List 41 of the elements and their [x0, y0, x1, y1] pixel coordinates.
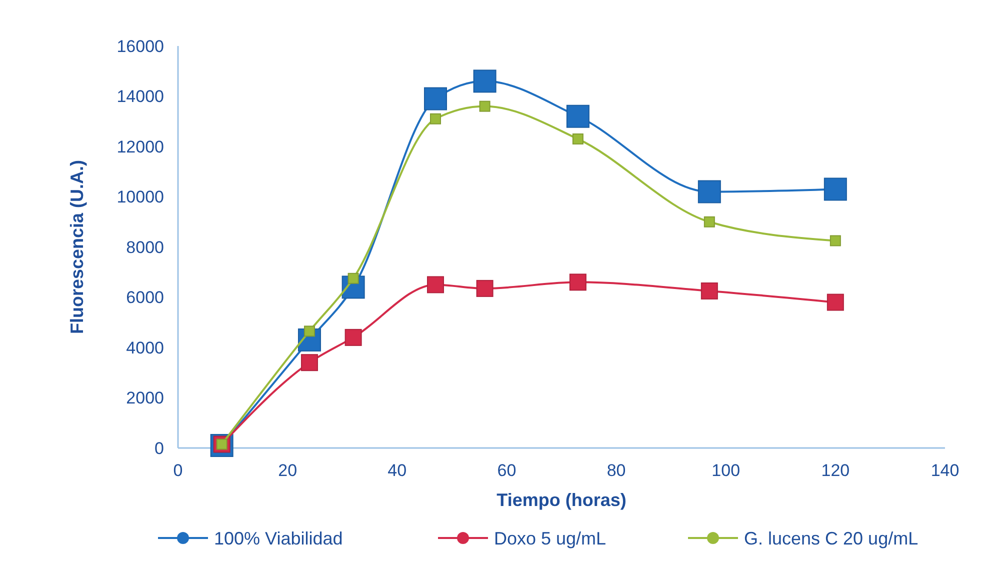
x-tick-label: 140 [930, 461, 960, 480]
point [426, 276, 444, 294]
point [572, 133, 584, 144]
point [348, 272, 359, 284]
point [830, 235, 841, 246]
point [473, 70, 496, 93]
x-tick-label: 80 [606, 461, 626, 480]
point [826, 294, 844, 311]
x-tick-label: 40 [388, 461, 407, 480]
point [479, 100, 490, 112]
y-tick-label: 0 [154, 438, 164, 458]
point [430, 113, 441, 124]
point [569, 274, 586, 291]
point [424, 87, 447, 110]
legend-label: 100% Viabilidad [214, 528, 343, 548]
y-tick-label: 10000 [116, 188, 164, 207]
point [824, 178, 847, 201]
point [344, 328, 362, 346]
point [704, 216, 715, 228]
point [566, 104, 590, 128]
y-axis-title: Fluorescencia (U.A.) [67, 160, 87, 334]
point [700, 282, 718, 300]
y-tick-label: 6000 [126, 288, 164, 308]
y-tick-label: 2000 [126, 388, 164, 408]
x-tick-label: 120 [821, 461, 850, 480]
point [304, 326, 315, 337]
point [476, 280, 494, 297]
y-tick-label: 14000 [116, 87, 164, 106]
y-tick-label: 16000 [116, 36, 164, 56]
legend-label: Doxo 5 ug/mL [494, 528, 606, 548]
x-tick-label: 20 [278, 461, 298, 480]
legend-label: G. lucens C 20 ug/mL [744, 528, 918, 548]
x-tick-label: 60 [497, 461, 516, 480]
x-tick-label: 100 [712, 461, 740, 480]
point [300, 354, 318, 372]
y-tick-label: 12000 [116, 137, 164, 156]
x-axis-title: Tiempo (horas) [496, 490, 626, 510]
point [698, 180, 721, 204]
y-tick-label: 4000 [126, 338, 164, 358]
y-tick-label: 8000 [126, 238, 164, 257]
x-tick-label: 0 [173, 461, 183, 480]
